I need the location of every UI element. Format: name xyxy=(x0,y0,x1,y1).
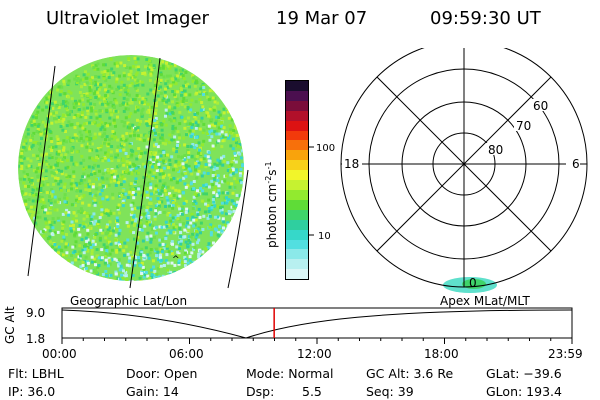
mlt-label-18: 18 xyxy=(344,157,359,171)
timeline-ytick: 1.8 xyxy=(26,332,45,346)
longitude-line xyxy=(129,57,161,289)
longitude-line xyxy=(227,169,249,289)
orbit-timeline: GC Alt 9.0 1.8 xyxy=(3,306,573,346)
colorbar-segment xyxy=(286,269,308,280)
info-dsp-label: Dsp: xyxy=(246,384,275,399)
timeline-xtick-label: 12:00 xyxy=(297,347,332,361)
colorbar-segment xyxy=(286,259,308,270)
gc-alt-curve xyxy=(61,309,573,339)
info-gcalt: GC Alt: 3.6 Re xyxy=(366,366,454,381)
colorbar-label: photon cm-2s-1 xyxy=(264,161,279,248)
info-glat: GLat: −39.6 xyxy=(486,366,562,381)
colorbar-segment xyxy=(286,160,308,171)
timeline-xtick-label: 23:59 xyxy=(548,347,583,361)
colorbar-segment xyxy=(286,110,308,121)
colorbar-segment xyxy=(286,140,308,151)
mlt-label-0: 0 xyxy=(469,276,477,290)
info-flt: Flt: LBHL xyxy=(8,366,64,381)
info-mode: Mode: Normal xyxy=(246,366,334,381)
colorbar xyxy=(285,80,309,280)
colorbar-axis: 100 10 xyxy=(308,143,335,242)
colorbar-segment xyxy=(286,130,308,141)
timeline-frame xyxy=(61,307,573,339)
colorbar-segment xyxy=(286,229,308,240)
info-glon: GLon: 193.4 xyxy=(486,384,562,399)
colorbar-tick: 10 xyxy=(318,231,331,242)
info-gain: Gain: 14 xyxy=(126,384,179,399)
colorbar-segment xyxy=(286,209,308,220)
timeline-left-title: Geographic Lat/Lon xyxy=(70,294,188,308)
colorbar-segment xyxy=(286,90,308,101)
info-door: Door: Open xyxy=(126,366,198,381)
lat-label-70: 70 xyxy=(516,119,531,133)
mlt-label-6: 6 xyxy=(572,157,580,171)
longitude-line xyxy=(27,65,56,277)
timeline-xticks xyxy=(61,338,573,344)
colorbar-segment xyxy=(286,81,308,91)
polar-plot: 12 18 6 0 60 70 80 xyxy=(340,48,588,293)
colorbar-segment xyxy=(286,189,308,200)
timeline-right-title: Apex MLat/MLT xyxy=(440,294,530,308)
instrument-title: Ultraviolet Imager xyxy=(46,8,209,29)
timeline-xtick-label: 18:00 xyxy=(424,347,459,361)
mlt-label-12: 12 xyxy=(463,48,478,50)
info-seq: Seq: 39 xyxy=(366,384,414,399)
pole-marker: ^ xyxy=(172,255,180,265)
info-dsp-value: 5.5 xyxy=(302,384,322,399)
colorbar-segment xyxy=(286,150,308,161)
colorbar-segment xyxy=(286,120,308,131)
time-label: 09:59:30 UT xyxy=(430,8,541,29)
timeline-ytick: 9.0 xyxy=(26,306,45,320)
colorbar-segment xyxy=(286,239,308,250)
colorbar-segment xyxy=(286,199,308,210)
colorbar-segment xyxy=(286,249,308,260)
colorbar-segment xyxy=(286,180,308,190)
timeline-axis-label: GC Alt xyxy=(3,306,17,344)
uv-earth-disk xyxy=(18,55,244,281)
timeline-xtick-label: 06:00 xyxy=(169,347,204,361)
colorbar-segment xyxy=(286,219,308,230)
colorbar-tick: 100 xyxy=(316,143,335,154)
timeline-xtick-label: 00:00 xyxy=(42,347,77,361)
lat-label-80: 80 xyxy=(488,143,503,157)
colorbar-segment xyxy=(286,100,308,111)
info-ip: IP: 36.0 xyxy=(8,384,56,399)
colorbar-segment xyxy=(286,170,308,181)
svg-text:photon cm-2s-1: photon cm-2s-1 xyxy=(264,161,279,248)
lat-label-60: 60 xyxy=(533,99,548,113)
date-label: 19 Mar 07 xyxy=(276,8,368,29)
